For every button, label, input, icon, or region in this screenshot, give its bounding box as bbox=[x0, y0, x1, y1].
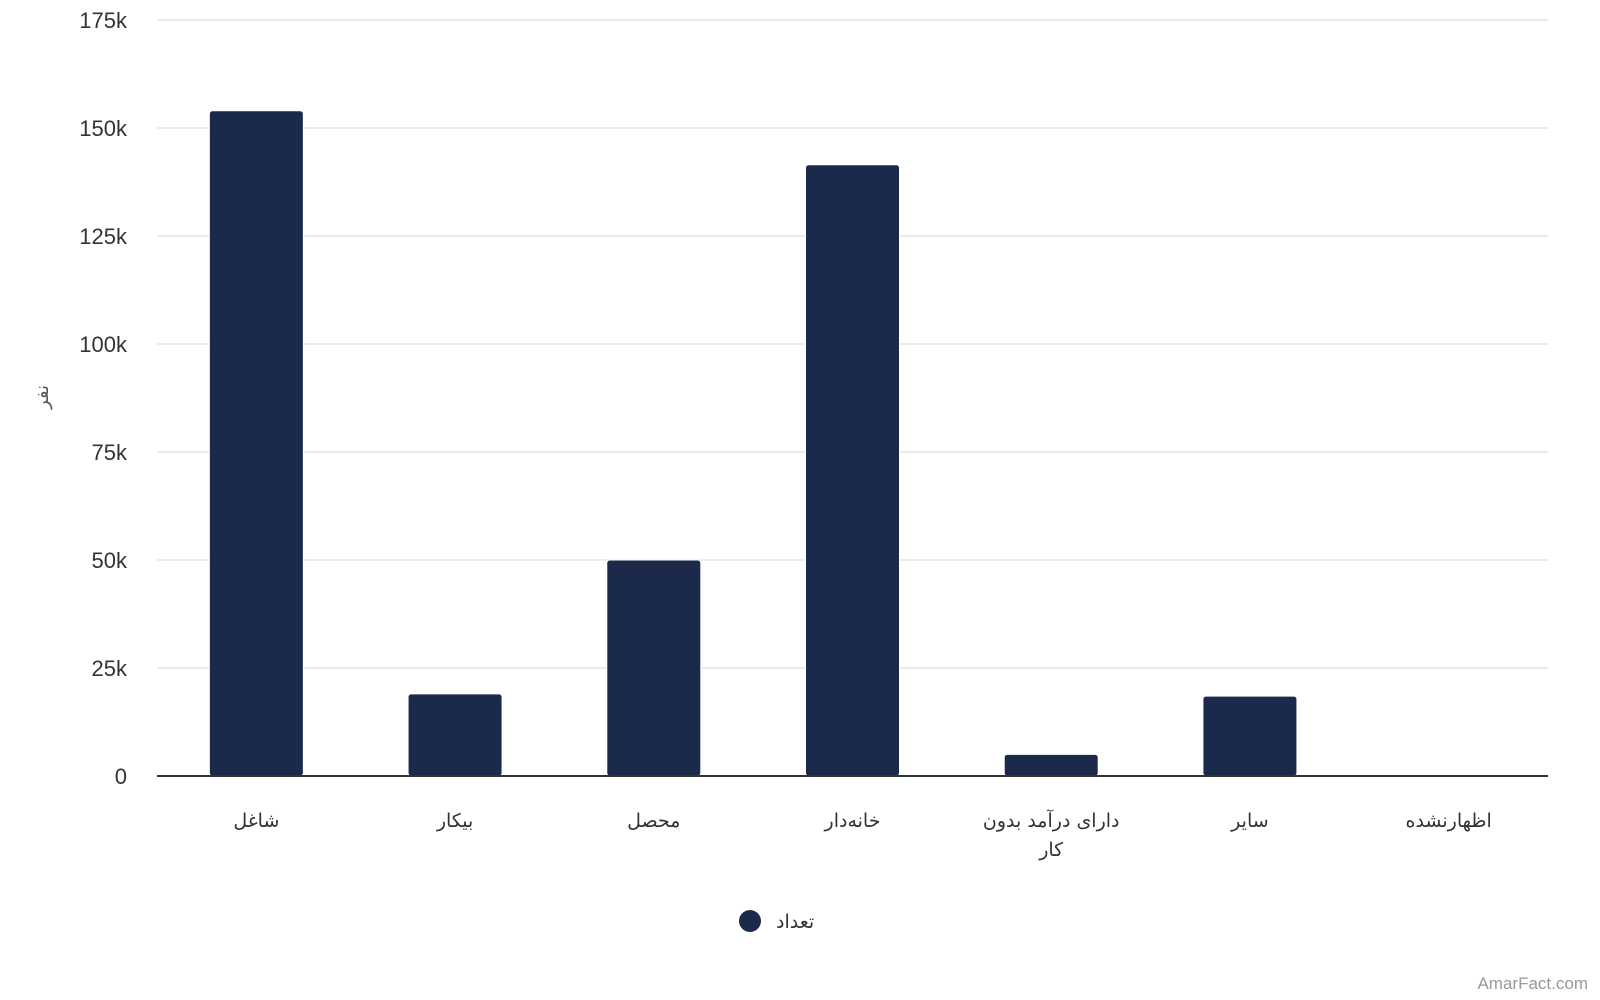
y-tick-label: 125k bbox=[79, 224, 128, 249]
y-tick-label: 0 bbox=[115, 764, 127, 789]
x-category-label: دارای درآمد بدون کار bbox=[983, 808, 1120, 861]
legend-marker bbox=[739, 910, 761, 932]
y-tick-label: 150k bbox=[79, 116, 128, 141]
x-category-label-line: محصل bbox=[627, 810, 680, 832]
legend[interactable]: تعداد bbox=[739, 910, 814, 933]
x-category-label: بیکار bbox=[436, 810, 473, 832]
x-axis-categories: شاغل بیکار محصل خانه‌دار دارای درآمد بدون کار… bbox=[233, 808, 1491, 861]
y-tick-label: 25k bbox=[92, 656, 128, 681]
y-tick-label: 50k bbox=[92, 548, 128, 573]
x-category-label-line: دارای درآمد بدون bbox=[983, 808, 1120, 832]
x-category-label-line: کار bbox=[1038, 839, 1064, 861]
bar[interactable] bbox=[208, 110, 304, 777]
bar[interactable] bbox=[805, 164, 900, 777]
bar[interactable] bbox=[1003, 753, 1099, 777]
x-category-label-line: اظهارنشده bbox=[1405, 810, 1491, 832]
x-category-label: محصل bbox=[627, 810, 680, 832]
x-category-label: اظهارنشده bbox=[1405, 810, 1491, 832]
y-tick-label: 100k bbox=[79, 332, 128, 357]
x-category-label-line: بیکار bbox=[436, 810, 473, 832]
bar[interactable] bbox=[1202, 695, 1298, 777]
y-tick-label: 75k bbox=[92, 440, 128, 465]
x-category-label: شاغل bbox=[233, 810, 279, 832]
x-category-label: خانه‌دار bbox=[824, 810, 881, 832]
x-category-label-line: خانه‌دار bbox=[824, 810, 881, 832]
x-category-label: سایر bbox=[1230, 810, 1268, 832]
bars bbox=[208, 110, 1497, 777]
y-tick-label: 175k bbox=[79, 8, 128, 33]
legend-label: تعداد bbox=[776, 911, 814, 933]
y-axis-title: نفر bbox=[32, 385, 53, 410]
bar[interactable] bbox=[407, 693, 503, 777]
credit-link[interactable]: AmarFact.com bbox=[1477, 974, 1588, 993]
y-axis-ticks: 0 25k 50k 75k 100k 125k 150k 175k bbox=[79, 8, 128, 789]
x-category-label-line: سایر bbox=[1230, 810, 1268, 832]
x-category-label-line: شاغل bbox=[233, 810, 279, 832]
bar[interactable] bbox=[606, 559, 702, 777]
